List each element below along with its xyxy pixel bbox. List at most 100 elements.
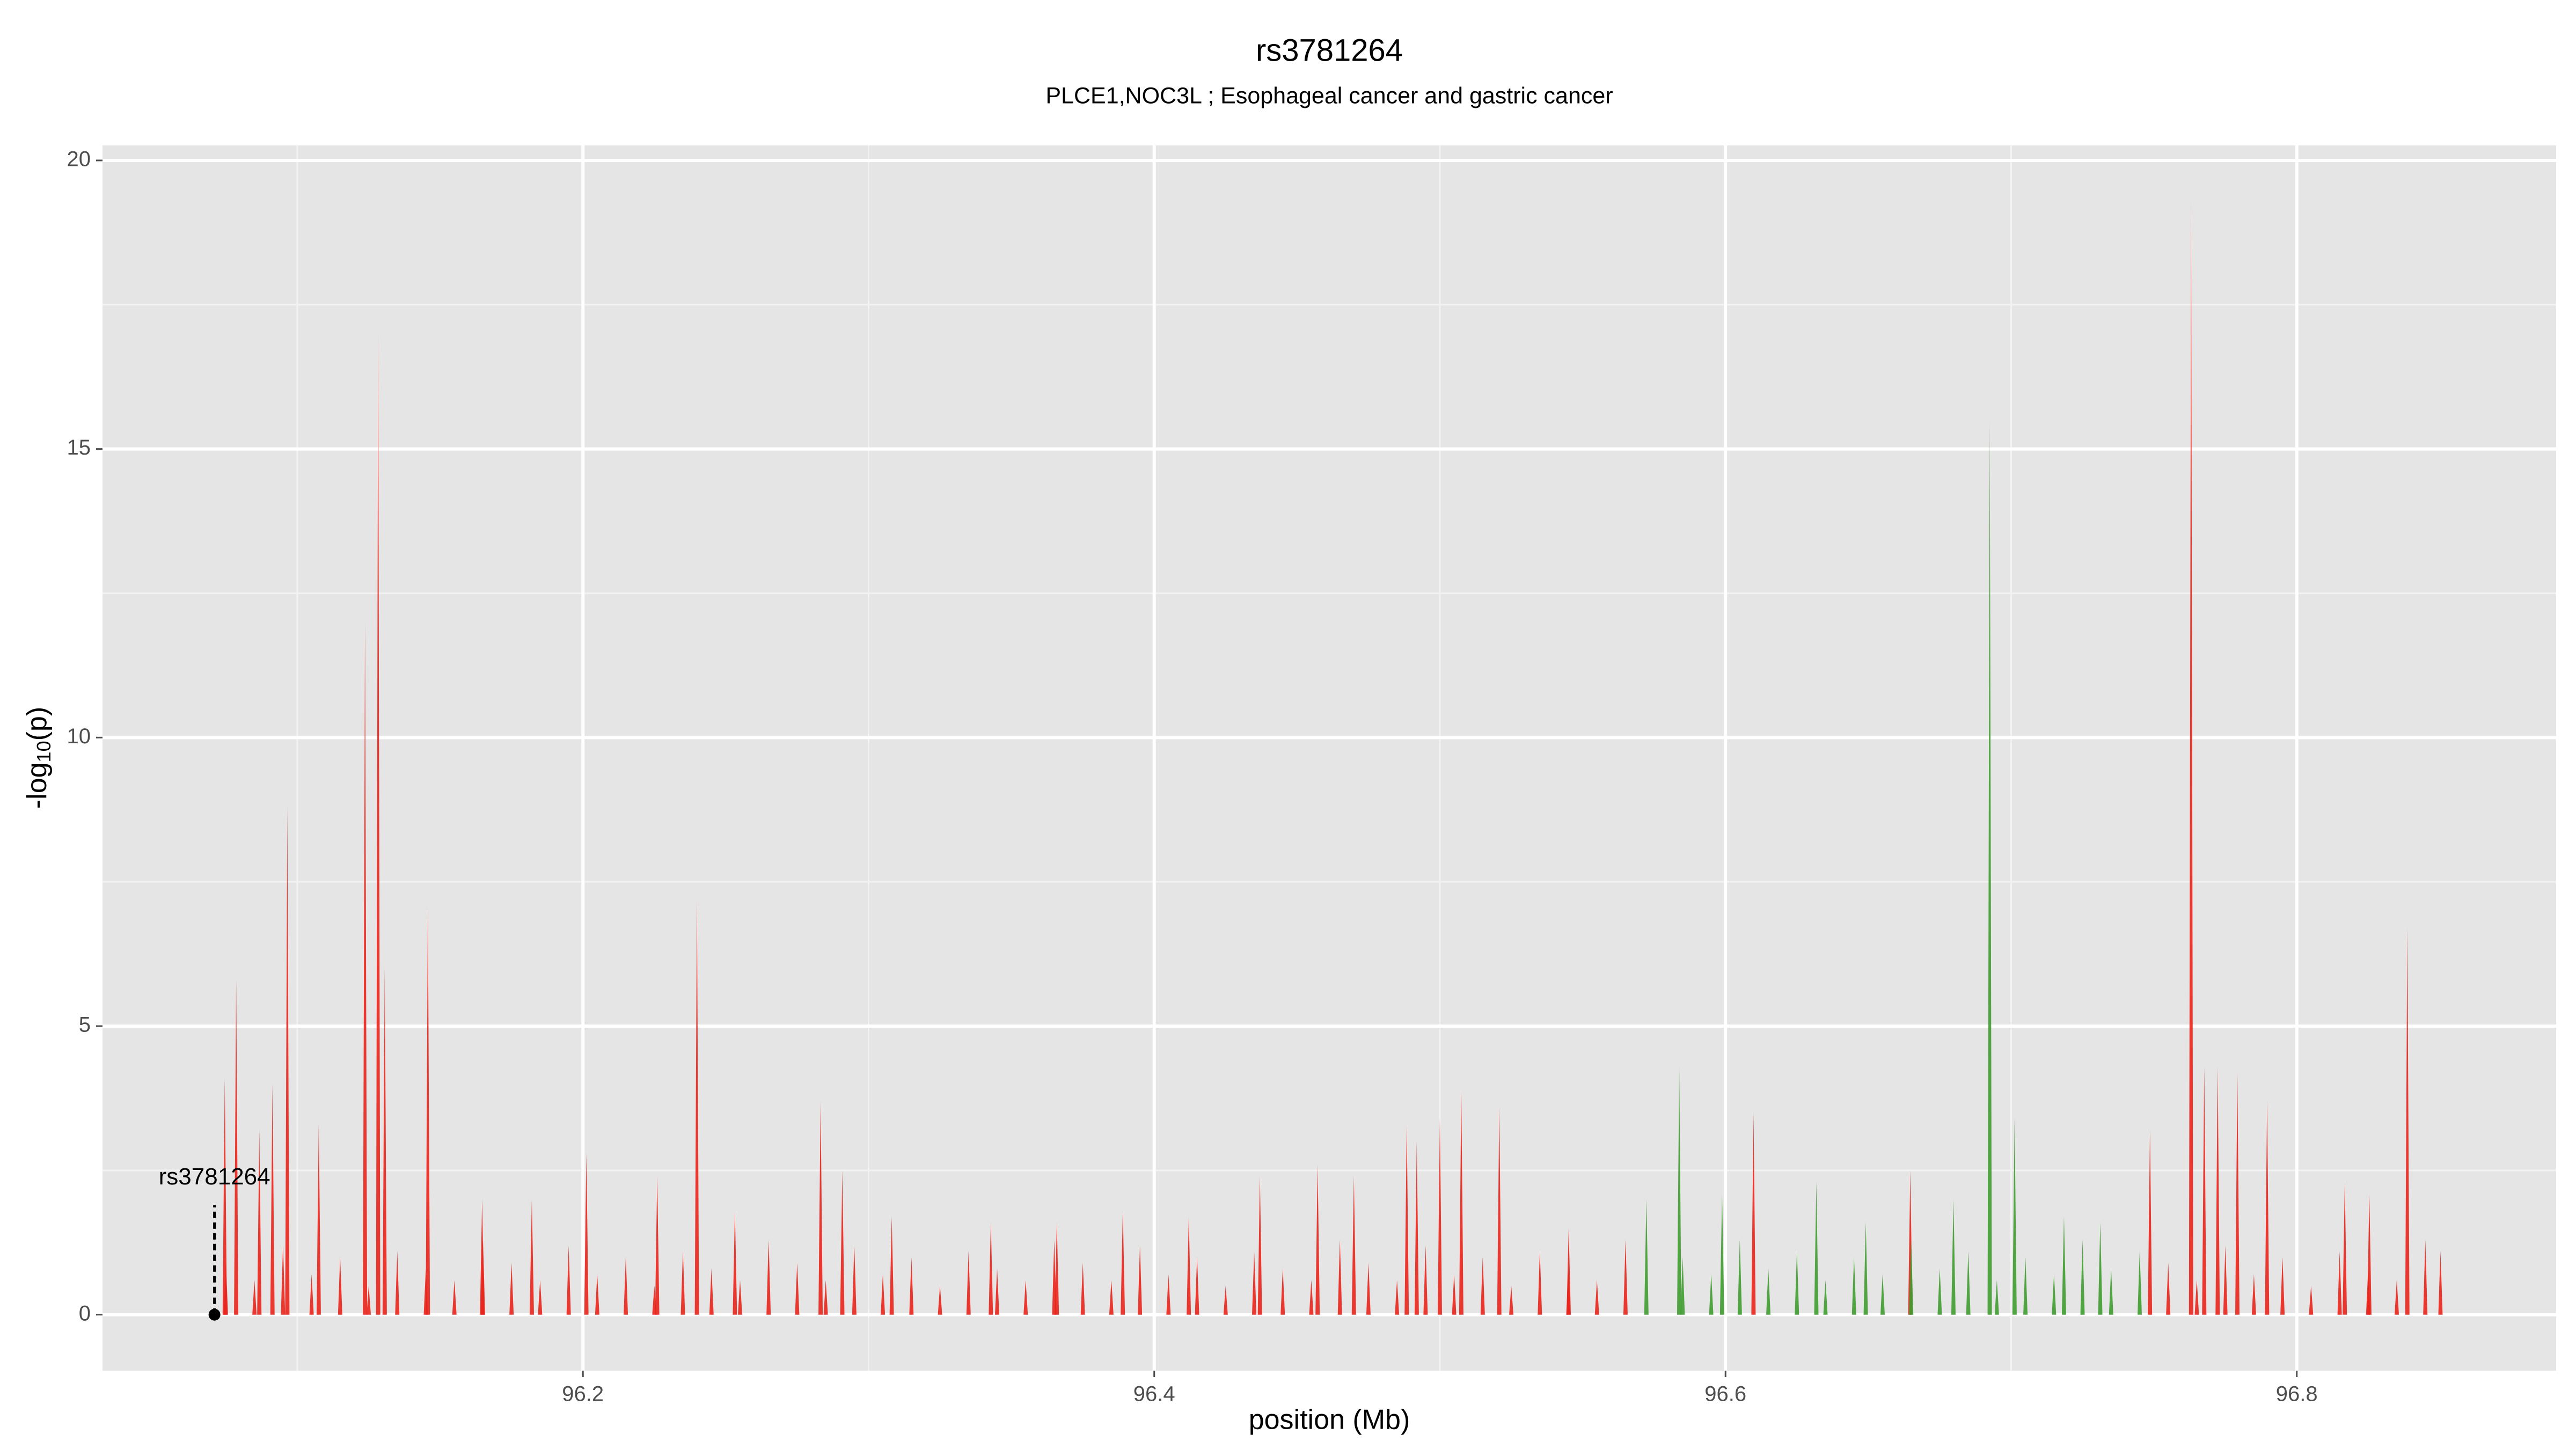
spike <box>1023 1280 1028 1315</box>
spike <box>2235 1072 2240 1315</box>
spike <box>584 1153 589 1315</box>
y-tick-label: 0 <box>79 1301 91 1325</box>
spike <box>1337 1239 1342 1315</box>
spike <box>994 1268 999 1315</box>
spike <box>1909 1239 1914 1315</box>
spike <box>338 1257 342 1315</box>
spike <box>1223 1285 1228 1315</box>
spike <box>818 1101 823 1315</box>
grid <box>103 145 2556 1371</box>
spike <box>2052 1274 2057 1315</box>
x-tick-label: 96.2 <box>562 1382 604 1406</box>
spike <box>423 1268 428 1315</box>
spike <box>1055 1222 1059 1315</box>
spike <box>1187 1216 1191 1315</box>
spike <box>2215 1066 2220 1315</box>
spike <box>1497 1107 1502 1315</box>
spike <box>2012 1118 2017 1315</box>
spike <box>2080 1239 2085 1315</box>
spike <box>823 1280 828 1315</box>
spike <box>2189 201 2193 1315</box>
spike <box>285 807 290 1315</box>
spike <box>889 1216 894 1315</box>
spike <box>1538 1251 1542 1315</box>
x-axis-title: position (Mb) <box>1249 1404 1410 1436</box>
spike <box>2223 1245 2228 1315</box>
spike <box>694 899 699 1315</box>
spike <box>376 333 380 1315</box>
spike <box>1987 420 1992 1315</box>
spike <box>1315 1165 1320 1315</box>
spike <box>989 1222 993 1315</box>
spike <box>2395 1280 2399 1315</box>
spike <box>1680 1257 1685 1315</box>
spike <box>655 1176 660 1315</box>
y-axis-title-sub: 10 <box>33 741 55 762</box>
spike <box>1423 1245 1428 1315</box>
y-axis-title-part: (p) <box>21 707 53 741</box>
spike <box>1863 1222 1868 1315</box>
spike <box>367 1285 371 1315</box>
spike <box>1166 1274 1171 1315</box>
spike <box>852 1245 857 1315</box>
spike <box>1951 1199 1956 1315</box>
y-axis-title: -log10(p) <box>21 707 55 809</box>
spike <box>1677 1066 1682 1315</box>
spike <box>1252 1251 1257 1315</box>
chart-subtitle: PLCE1,NOC3L ; Esophageal cancer and gast… <box>1045 83 1613 108</box>
spike <box>595 1274 599 1315</box>
spike <box>1594 1280 1599 1315</box>
spike <box>270 1084 275 1315</box>
spike <box>2423 1239 2428 1315</box>
spike <box>529 1199 534 1315</box>
spike <box>1437 1118 1442 1315</box>
spike <box>680 1251 685 1315</box>
spike <box>2023 1257 2028 1315</box>
spike <box>1395 1280 1400 1315</box>
spike <box>737 1280 742 1315</box>
spike <box>1309 1280 1314 1315</box>
spike <box>480 1239 485 1315</box>
spike <box>2202 1066 2207 1315</box>
spike <box>395 1251 400 1315</box>
spike <box>1719 1193 1724 1315</box>
x-tick-label: 96.6 <box>1704 1382 1746 1406</box>
spike <box>766 1239 771 1315</box>
spike <box>2109 1268 2113 1315</box>
spike <box>2405 928 2410 1315</box>
spike <box>538 1280 543 1315</box>
spike <box>1737 1239 1742 1315</box>
spike <box>2251 1274 2256 1315</box>
spike <box>1709 1274 1714 1315</box>
spike <box>1851 1257 1856 1315</box>
spike <box>1138 1245 1143 1315</box>
spike <box>363 622 368 1315</box>
spike <box>1052 1239 1057 1315</box>
spike <box>1623 1239 1628 1315</box>
spike <box>281 1245 286 1315</box>
spike <box>1459 1089 1463 1315</box>
y-tick-label: 5 <box>79 1013 91 1037</box>
spike <box>1404 1124 1409 1315</box>
spike <box>909 1257 914 1315</box>
chart-title: rs3781264 <box>1256 33 1403 68</box>
spike <box>2137 1251 2142 1315</box>
spike <box>881 1274 885 1315</box>
y-axis-title-part: -log <box>21 762 53 809</box>
spike <box>840 1170 845 1315</box>
spike <box>1880 1274 1885 1315</box>
spike <box>1195 1257 1199 1315</box>
spike <box>733 1211 737 1315</box>
spike <box>795 1262 800 1315</box>
spike <box>1795 1251 1799 1315</box>
spike <box>2098 1222 2103 1315</box>
spike <box>309 1274 314 1315</box>
spike <box>1480 1257 1485 1315</box>
spike <box>966 1251 971 1315</box>
spike <box>2194 1280 2199 1315</box>
spike <box>257 1130 262 1315</box>
spike <box>2438 1251 2443 1315</box>
spike <box>709 1268 714 1315</box>
spike <box>1566 1268 1571 1315</box>
